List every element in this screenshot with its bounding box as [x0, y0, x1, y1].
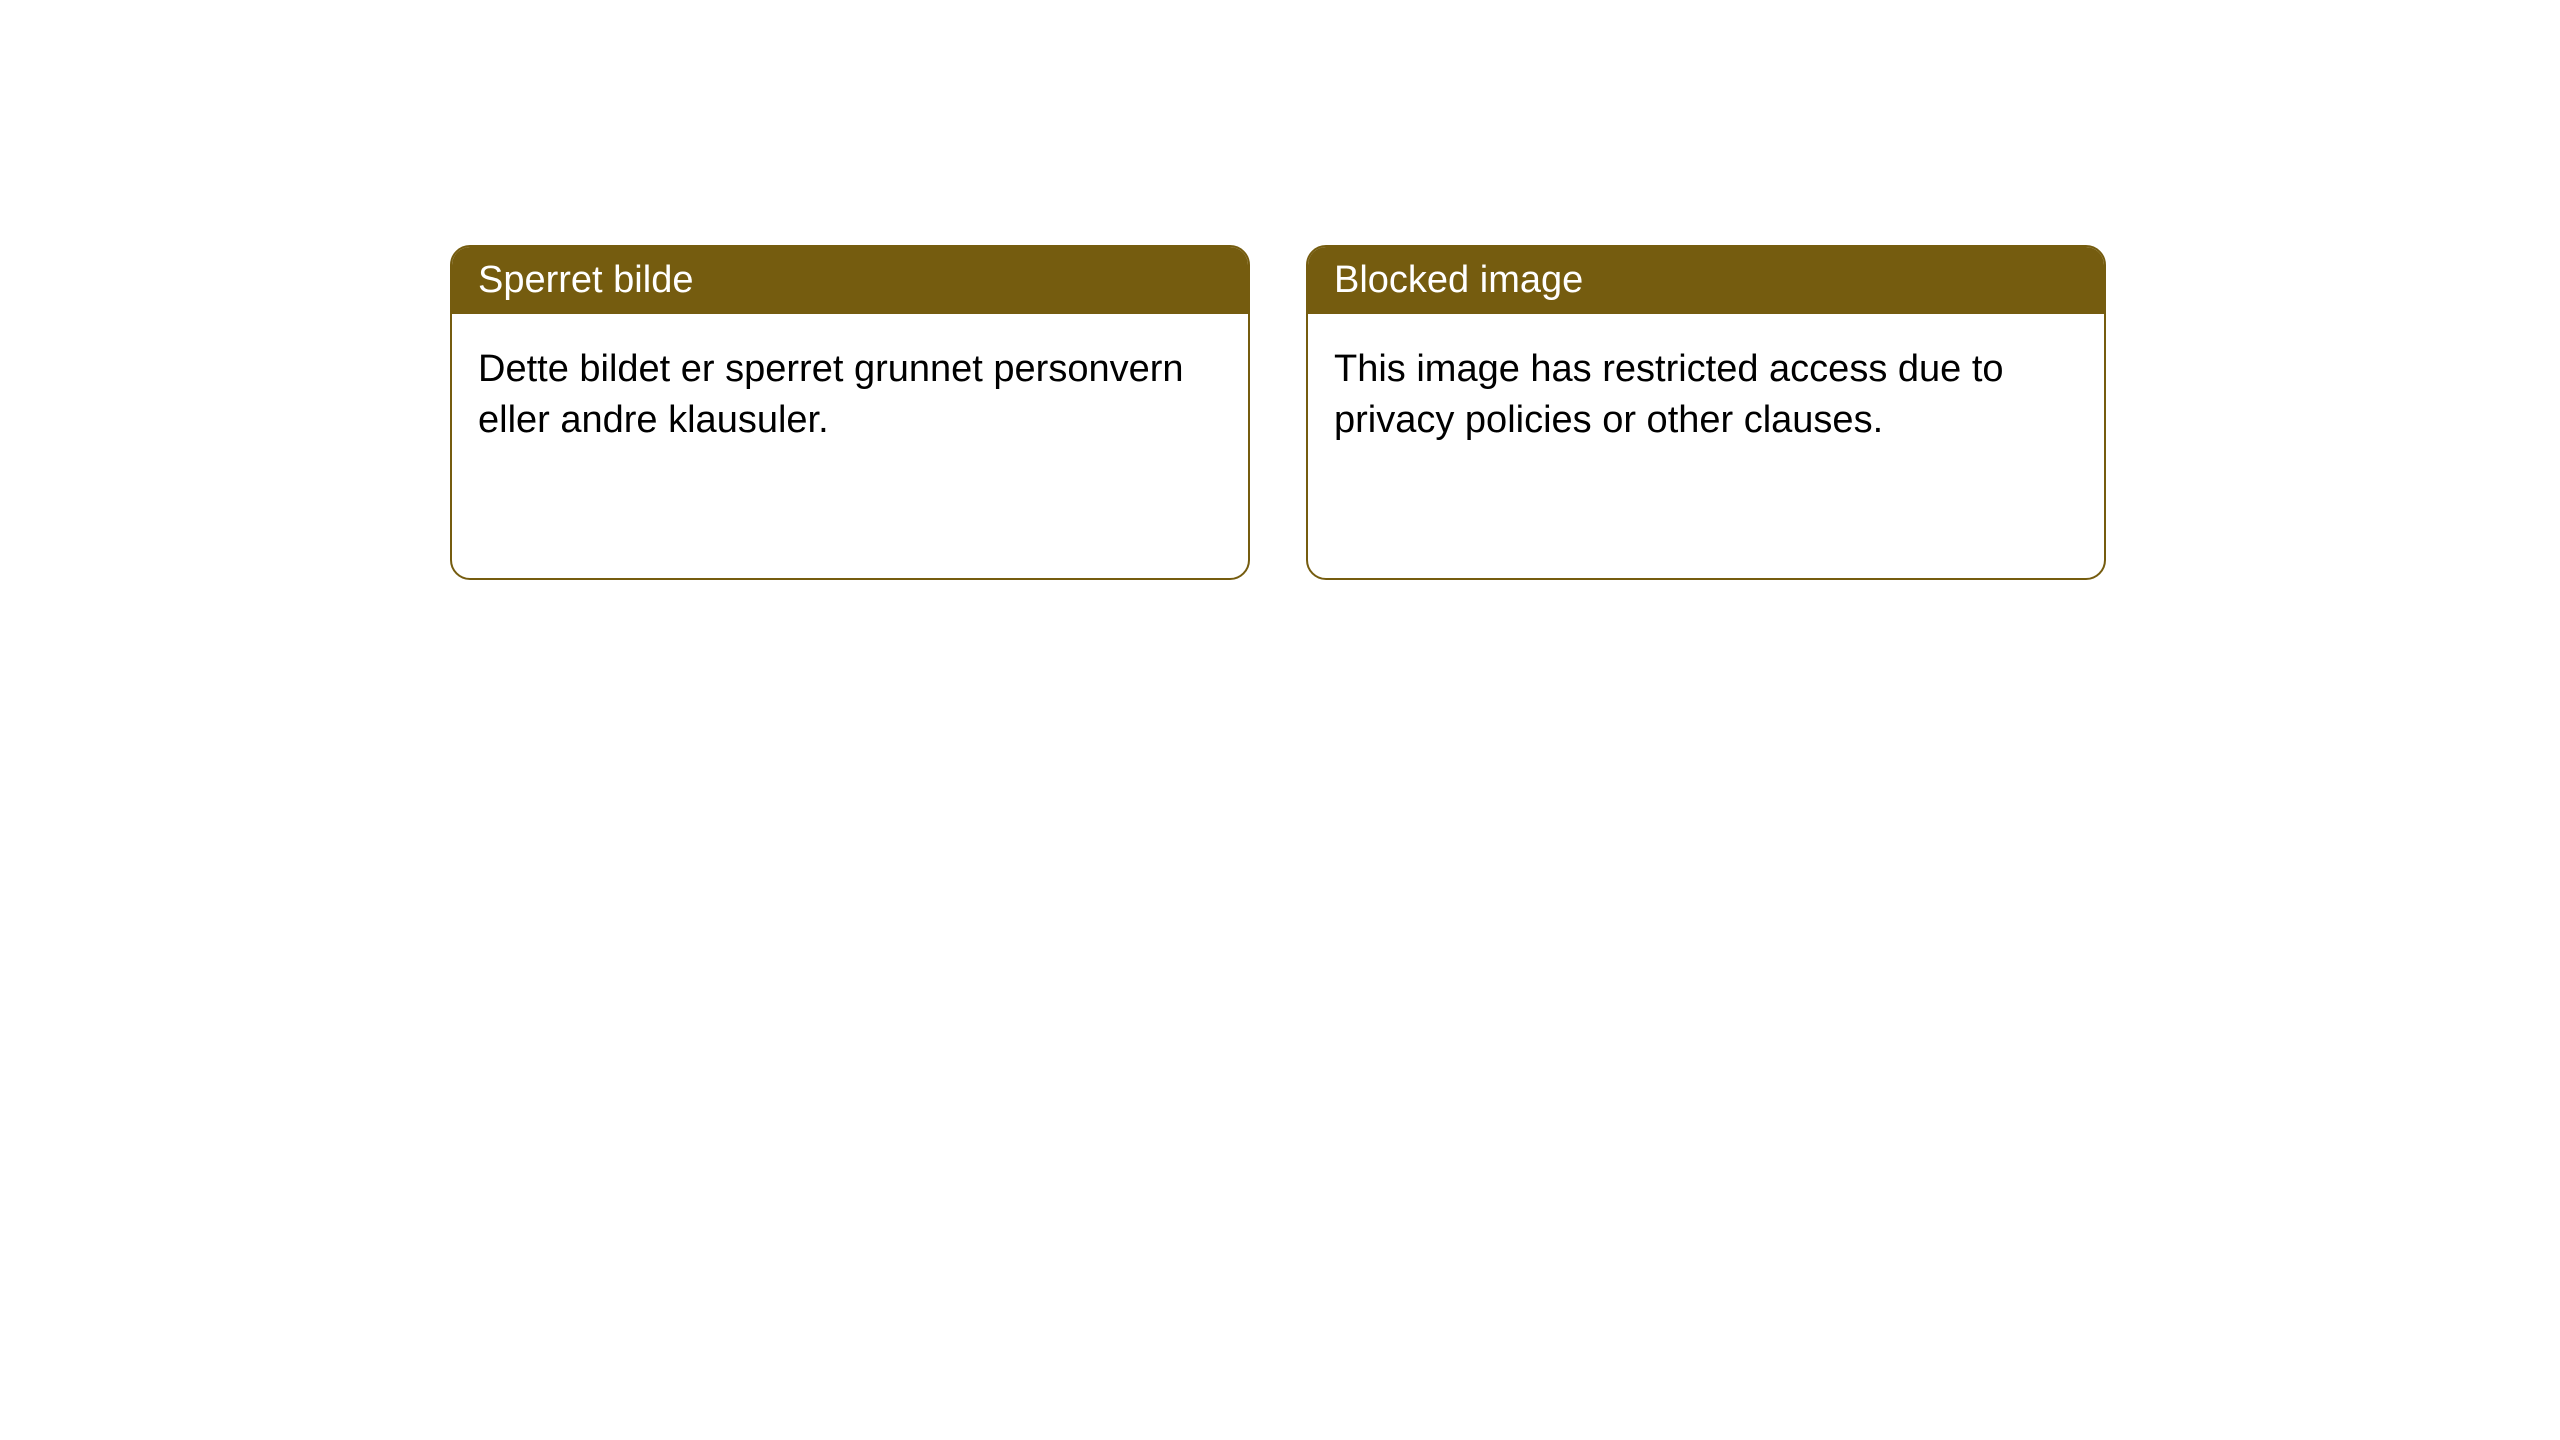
card-header: Sperret bilde — [452, 247, 1248, 314]
card-body-text: This image has restricted access due to … — [1334, 348, 2004, 441]
card-header-text: Sperret bilde — [478, 259, 693, 301]
notice-container: Sperret bilde Dette bildet er sperret gr… — [0, 0, 2560, 580]
card-body: This image has restricted access due to … — [1308, 314, 2104, 477]
card-body: Dette bildet er sperret grunnet personve… — [452, 314, 1248, 477]
card-body-text: Dette bildet er sperret grunnet personve… — [478, 348, 1184, 441]
notice-card-norwegian: Sperret bilde Dette bildet er sperret gr… — [450, 245, 1250, 580]
card-header: Blocked image — [1308, 247, 2104, 314]
notice-card-english: Blocked image This image has restricted … — [1306, 245, 2106, 580]
card-header-text: Blocked image — [1334, 259, 1583, 301]
